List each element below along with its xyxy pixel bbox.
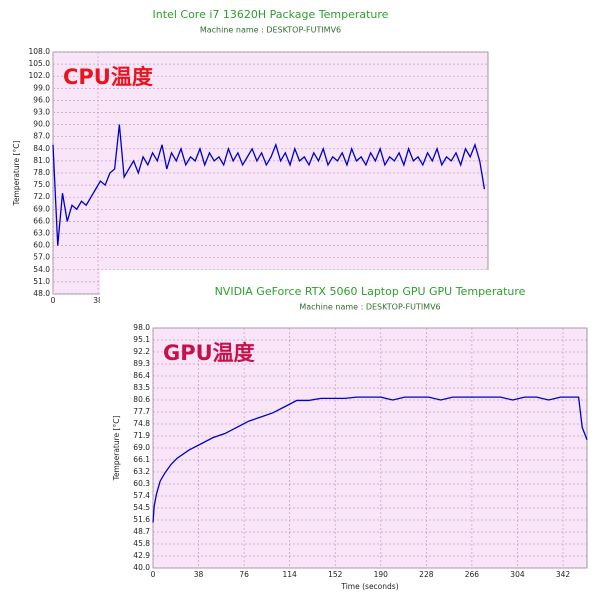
chart: NVIDIA GeForce RTX 5060 Laptop GPU GPU T… (100, 270, 600, 610)
y-tick-label: 57.0 (33, 253, 50, 262)
y-tick-label: 48.0 (33, 289, 50, 298)
y-tick-label: 74.8 (133, 419, 150, 428)
y-tick-label: 78.0 (33, 168, 50, 177)
y-tick-label: 95.1 (133, 335, 150, 344)
x-tick-label: 190 (374, 570, 389, 579)
x-tick-label: 228 (419, 570, 434, 579)
y-tick-label: 83.5 (133, 383, 150, 392)
chart-subtitle: Machine name : DESKTOP-FUTIMV6 (200, 26, 341, 35)
y-tick-label: 63.2 (133, 467, 150, 476)
x-tick-label: 0 (151, 570, 156, 579)
y-tick-label: 69.0 (133, 443, 150, 452)
x-tick-label: 152 (328, 570, 343, 579)
y-tick-label: 105.0 (29, 59, 51, 68)
chart: Intel Core i7 13620H Package Temperature… (0, 0, 500, 330)
y-tick-label: 51.0 (33, 277, 50, 286)
y-tick-label: 60.3 (133, 479, 150, 488)
y-tick-label: 75.0 (33, 180, 50, 189)
x-tick-label: 38 (194, 570, 204, 579)
y-tick-label: 60.0 (33, 241, 50, 250)
y-tick-label: 81.0 (33, 156, 50, 165)
y-tick-label: 77.7 (133, 407, 150, 416)
y-tick-label: 80.6 (133, 395, 150, 404)
y-tick-label: 48.7 (133, 527, 150, 536)
y-axis-label: Temperature [°C] (112, 416, 121, 482)
x-tick-label: 304 (510, 570, 525, 579)
y-tick-label: 66.0 (33, 216, 50, 225)
chart-title: NVIDIA GeForce RTX 5060 Laptop GPU GPU T… (215, 285, 526, 298)
x-tick-label: 76 (239, 570, 249, 579)
y-tick-label: 51.6 (133, 515, 150, 524)
y-tick-label: 42.9 (133, 551, 150, 560)
y-tick-label: 57.4 (133, 491, 150, 500)
y-tick-label: 54.5 (133, 503, 150, 512)
y-tick-label: 87.0 (33, 132, 50, 141)
x-axis-label: Time (seconds) (340, 582, 398, 591)
chart-subtitle: Machine name : DESKTOP-FUTIMV6 (299, 303, 440, 312)
y-tick-label: 45.8 (133, 539, 150, 548)
y-tick-label: 89.3 (133, 359, 150, 368)
y-tick-label: 66.1 (133, 455, 150, 464)
x-tick-label: 342 (556, 570, 571, 579)
y-tick-label: 63.0 (33, 229, 50, 238)
y-tick-label: 69.0 (33, 204, 50, 213)
annotation: GPU温度 (163, 341, 255, 365)
y-tick-label: 40.0 (133, 563, 150, 572)
x-tick-label: 38 (93, 296, 103, 305)
y-tick-label: 90.0 (33, 120, 50, 129)
chart-title: Intel Core i7 13620H Package Temperature (153, 8, 389, 21)
data-line (52, 124, 486, 246)
y-tick-label: 86.4 (133, 371, 150, 380)
x-tick-label: 0 (51, 296, 56, 305)
data-line (152, 396, 588, 523)
y-tick-label: 96.0 (33, 95, 50, 104)
y-tick-label: 93.0 (33, 108, 50, 117)
y-tick-label: 84.0 (33, 144, 50, 153)
y-tick-label: 92.2 (133, 347, 150, 356)
y-tick-label: 98.0 (133, 323, 150, 332)
x-tick-label: 114 (283, 570, 298, 579)
y-tick-label: 54.0 (33, 265, 50, 274)
y-tick-label: 72.0 (33, 192, 50, 201)
y-axis-label: Temperature [°C] (12, 141, 21, 207)
x-tick-label: 266 (465, 570, 480, 579)
y-tick-label: 108.0 (29, 47, 51, 56)
y-tick-label: 71.9 (133, 431, 150, 440)
y-tick-label: 99.0 (33, 83, 50, 92)
annotation: CPU温度 (63, 65, 153, 89)
y-tick-label: 102.0 (29, 71, 51, 80)
